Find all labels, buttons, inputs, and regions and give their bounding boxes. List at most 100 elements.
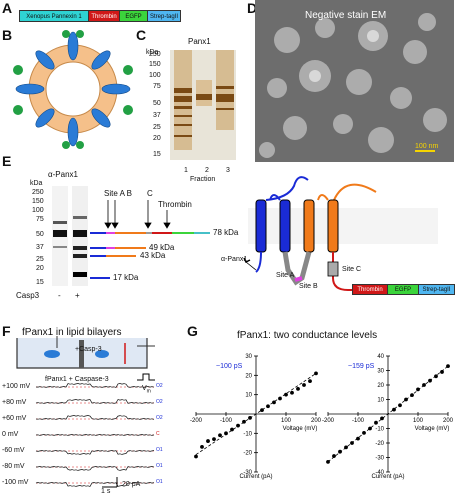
trace-level-label: O1 [156,463,163,469]
trace-level-label: C [156,431,160,437]
data-point [206,439,210,443]
negative-stain-em-image [255,0,454,162]
trace-level-label: O2 [156,399,163,405]
iv-plot-left: -200 -100 100 200 30 20 10 -10 -20 -30 ~100 pS Volt… [190,354,322,480]
gel-xlabel: Fraction [190,176,216,183]
gel-marker-label: 15 [153,151,161,158]
data-point [302,383,306,387]
trace-voltage-label: 0 mV [2,431,19,438]
bilayer-subtitle: fPanx1 + Caspase-3 [45,376,109,383]
gel-lane-label: 2 [205,167,209,174]
data-point [416,387,420,392]
membrane-topology-diagram [243,176,438,291]
trace-level-label: O1 [156,479,163,485]
current-trace [35,415,155,420]
data-point [290,390,294,395]
data-point [356,436,360,441]
data-point [200,444,204,449]
linear-fit [195,373,317,455]
gel-lane-label: 3 [226,167,230,174]
data-point [374,420,378,425]
casp3-plus: + [75,291,80,300]
data-point [404,397,408,402]
data-point [398,403,402,408]
data-point [230,427,234,432]
trace-level-label: O1 [156,447,163,453]
x-tick-label: 200 [443,418,454,424]
topology-thrombin: Thrombin [352,284,388,295]
gel-marker-label: 150 [149,61,161,68]
data-point [362,430,366,435]
data-point [434,374,438,379]
data-point [218,433,222,438]
construct-diagram: Xenopus Pannexin 1 Thrombin EGFP Strep-t… [19,10,181,22]
western-marker-label: 250 [32,189,44,196]
panel-label-b: B [2,27,13,43]
y-tick-label: -40 [375,470,384,476]
construct-strep: Strep-tagII [148,10,181,22]
data-point [266,404,270,409]
data-point [392,407,396,412]
western-marker-label: 150 [32,198,44,205]
current-trace [35,399,155,404]
panel-label-g: G [187,323,198,339]
data-point [314,371,318,376]
y-tick-label: -10 [375,427,384,433]
data-point [224,431,228,436]
bilayer-title: fPanx1 in lipid bilayers [22,327,122,338]
western-marker-label: 25 [36,256,44,263]
gel-marker-label: 75 [153,83,161,90]
data-point [440,370,444,374]
gel-marker-label: 50 [153,100,161,107]
gel-marker-label: 37 [153,112,161,119]
y-tick-label: 30 [377,369,384,375]
casp3-minus: - [58,291,61,300]
panel-label-e: E [2,153,12,169]
y-tick-label: -30 [243,470,252,476]
iv-plot-right: -200 -100 100 200 40 30 20 10 -10 -20 -30 -40 ~159 p… [322,354,454,480]
data-point [332,454,336,458]
y-axis-label: Current (pA) [239,474,272,480]
gel-lane-label: 1 [184,167,188,174]
y-tick-label: -20 [375,441,384,447]
panel-label-a: A [2,0,13,16]
y-tick-label: 40 [377,354,384,360]
current-trace [35,383,155,388]
y-tick-label: 20 [245,373,252,379]
band-49kda: 49 kDa [149,243,175,252]
topology-strep: Strep-tagII [419,284,455,295]
data-point [194,454,198,459]
topology-site-c-label: Site C [342,266,362,273]
data-point [260,408,264,413]
data-point [212,437,216,442]
data-point [236,423,240,428]
data-point [272,400,276,405]
data-point [284,392,288,397]
x-tick-label: 100 [413,418,424,424]
conductance-label: ~100 pS [216,363,243,370]
data-point [410,393,414,398]
band-43kda: 43 kDa [140,251,166,260]
x-tick-label: -200 [190,418,203,424]
bilayer-chamber-diagram [16,336,155,381]
current-trace [35,466,155,471]
site-c-label: C [147,189,153,198]
bilayer-casp-label: +Casp-3 [75,346,102,353]
western-blot [52,186,88,286]
data-point [338,449,342,454]
gel-marker-label: 250 [149,51,161,58]
trace-scale-bar [102,477,118,488]
data-point [242,419,246,424]
current-scale-label: 20 pA [122,481,141,488]
western-marker-label: 100 [32,207,44,214]
data-point [344,445,348,450]
band-78kda: 78 kDa [213,228,239,237]
data-point [308,379,312,384]
data-point [350,441,354,445]
em-scale-bar-label: 100 nm [415,143,439,150]
current-trace [35,434,155,436]
x-tick-label: 200 [311,418,322,424]
y-tick-label: -20 [243,451,252,457]
site-ab-label: Site A B [104,189,133,198]
bilayer-vm-subscript: m [146,388,151,395]
